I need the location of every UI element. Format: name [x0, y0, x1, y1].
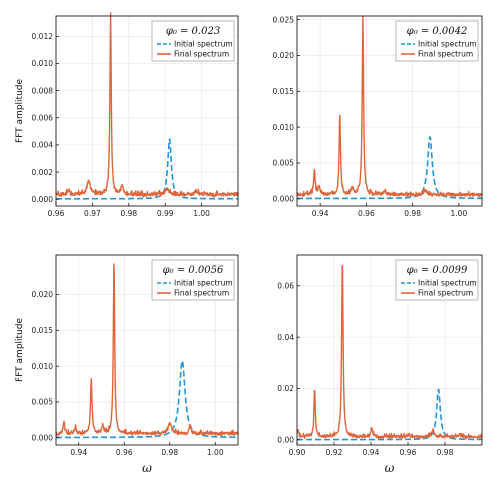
x-axis-label: ω: [385, 461, 395, 475]
y-tick-label: 0.010: [32, 59, 54, 68]
y-tick-label: 0.008: [32, 86, 54, 95]
x-tick-label: 0.98: [404, 209, 421, 218]
legend-title: φ₀ = 0.023: [166, 26, 220, 37]
legend-title: φ₀ = 0.0042: [407, 26, 468, 37]
y-tick-label: 0.006: [32, 113, 54, 122]
legend-entry-label: Final spectrum: [418, 50, 473, 59]
y-tick-label: 0.02: [277, 384, 294, 393]
x-tick-label: 1.00: [451, 209, 468, 218]
panel-3: 0.94 0.96 0.98 1.00 0.000 0.005 0.010 0.015 0.02…: [15, 254, 239, 475]
legend-entry-label: Final spectrum: [174, 289, 229, 298]
initial-spectrum-line: [55, 138, 239, 200]
x-tick-label: 0.98: [161, 448, 178, 457]
y-tick-label: 0.000: [32, 434, 54, 443]
x-tick-label: 1.00: [207, 448, 224, 457]
initial-spectrum-line: [296, 388, 483, 441]
x-tick-label: 0.94: [70, 448, 87, 457]
final-spectrum-line: [55, 263, 239, 437]
x-tick-label: 0.96: [48, 209, 65, 218]
y-tick-label: 0.04: [277, 333, 294, 342]
y-axis-label: FFT amplitude: [15, 79, 25, 143]
y-tick-label: 0.012: [32, 32, 54, 41]
y-tick-label: 0.010: [273, 123, 295, 132]
plot-frame: [296, 15, 483, 207]
y-tick-label: 0.000: [32, 195, 54, 204]
y-tick-label: 0.005: [273, 159, 295, 168]
plot-frame: [296, 254, 483, 446]
legend-title: φ₀ = 0.0099: [407, 265, 468, 276]
plot-frame: [55, 254, 239, 446]
x-tick-label: 0.96: [116, 448, 133, 457]
y-tick-label: 0.002: [32, 168, 54, 177]
y-tick-label: 0.010: [32, 362, 54, 371]
x-tick-label: 0.96: [358, 209, 375, 218]
x-tick-label: 1.00: [193, 209, 210, 218]
initial-spectrum-line: [55, 359, 239, 439]
panel-4: 0.90 0.92 0.94 0.96 0.98 0.00 0.02 0.04 0.06 ω φ₀ …: [277, 254, 483, 475]
legend-entry-label: Initial spectrum: [418, 40, 477, 49]
y-tick-label: 0.015: [273, 87, 295, 96]
plot-frame: [55, 15, 239, 207]
x-tick-label: 0.98: [437, 448, 454, 457]
x-tick-label: 0.94: [363, 448, 380, 457]
y-tick-label: 0.004: [32, 141, 54, 150]
y-tick-label: 0.005: [32, 398, 54, 407]
final-spectrum-line: [55, 12, 239, 198]
legend-entry-label: Final spectrum: [174, 50, 229, 59]
y-tick-label: 0.000: [273, 195, 295, 204]
y-tick-label: 0.06: [277, 282, 294, 291]
y-axis-label: FFT amplitude: [15, 318, 25, 382]
y-tick-label: 0.025: [273, 15, 295, 24]
x-tick-label: 0.92: [326, 448, 343, 457]
x-tick-label: 0.90: [289, 448, 306, 457]
legend-title: φ₀ = 0.0056: [163, 265, 224, 276]
y-tick-label: 0.020: [32, 290, 54, 299]
x-tick-label: 0.99: [157, 209, 174, 218]
x-tick-label: 0.94: [312, 209, 329, 218]
legend-entry-label: Final spectrum: [418, 289, 473, 298]
y-tick-label: 0.015: [32, 326, 54, 335]
panel-2: 0.94 0.96 0.98 1.00 0.000 0.005 0.010 0.015 0.02…: [273, 15, 483, 218]
y-tick-label: 0.020: [273, 51, 295, 60]
panel-1: 0.96 0.97 0.98 0.99 1.00 0.000 0.002 0.004 0.006…: [15, 12, 239, 218]
y-tick-label: 0.00: [277, 436, 294, 445]
x-tick-label: 0.98: [120, 209, 137, 218]
initial-spectrum-line: [296, 136, 483, 200]
legend-entry-label: Initial spectrum: [418, 279, 477, 288]
legend-entry-label: Initial spectrum: [174, 40, 233, 49]
x-tick-label: 0.97: [84, 209, 101, 218]
final-spectrum-line: [296, 264, 483, 440]
final-spectrum-line: [296, 15, 483, 198]
x-axis-label: ω: [142, 461, 152, 475]
x-tick-label: 0.96: [400, 448, 417, 457]
legend-entry-label: Initial spectrum: [174, 279, 233, 288]
